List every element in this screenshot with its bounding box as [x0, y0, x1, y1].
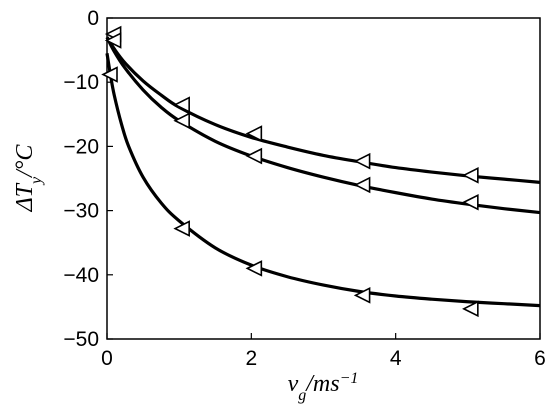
fit-curves [105, 36, 541, 308]
y-tick-label: −30 [63, 200, 99, 223]
data-point [462, 166, 479, 184]
y-tick-label: −10 [63, 71, 99, 94]
data-point [101, 66, 118, 83]
x-tick-label: 6 [534, 347, 546, 370]
data-point [104, 32, 122, 49]
plot-frame [106, 17, 541, 340]
data-point [245, 147, 263, 165]
y-label-sub: y [28, 176, 45, 186]
data-point [353, 176, 371, 194]
fit-curve-3 [105, 53, 541, 308]
fit-curve-2 [105, 36, 541, 215]
y-tick-label: 0 [87, 7, 99, 30]
x-label-var: v [288, 371, 299, 397]
fit-curve-1 [105, 36, 541, 184]
x-label-sup: −1 [340, 370, 359, 387]
y-axis-label: ΔTy/°C [12, 144, 45, 213]
data-markers [101, 25, 479, 318]
data-point [173, 220, 190, 237]
data-point [353, 287, 371, 304]
x-tick-label: 0 [101, 347, 113, 370]
y-tick-label: −20 [63, 135, 99, 158]
axis-ticks: 0 2 4 6 0 −10 −20 −30 −40 −50 [63, 7, 545, 370]
x-tick-label: 2 [245, 347, 257, 370]
y-tick-label: −50 [63, 328, 99, 351]
y-tick-label: −40 [63, 264, 99, 287]
x-label-sub: g [298, 387, 306, 404]
data-point [173, 96, 190, 113]
data-point [173, 112, 190, 130]
data-point [353, 152, 371, 170]
x-tick-label: 4 [390, 347, 402, 370]
data-point [245, 125, 263, 142]
x-axis-label: vg/ms−1 [288, 370, 359, 404]
y-label-unit: /°C [12, 144, 38, 179]
y-label-main: ΔT [12, 182, 38, 212]
x-label-unit: /ms [304, 371, 339, 397]
data-point [462, 300, 479, 318]
data-point [462, 193, 479, 211]
data-point [245, 260, 263, 277]
